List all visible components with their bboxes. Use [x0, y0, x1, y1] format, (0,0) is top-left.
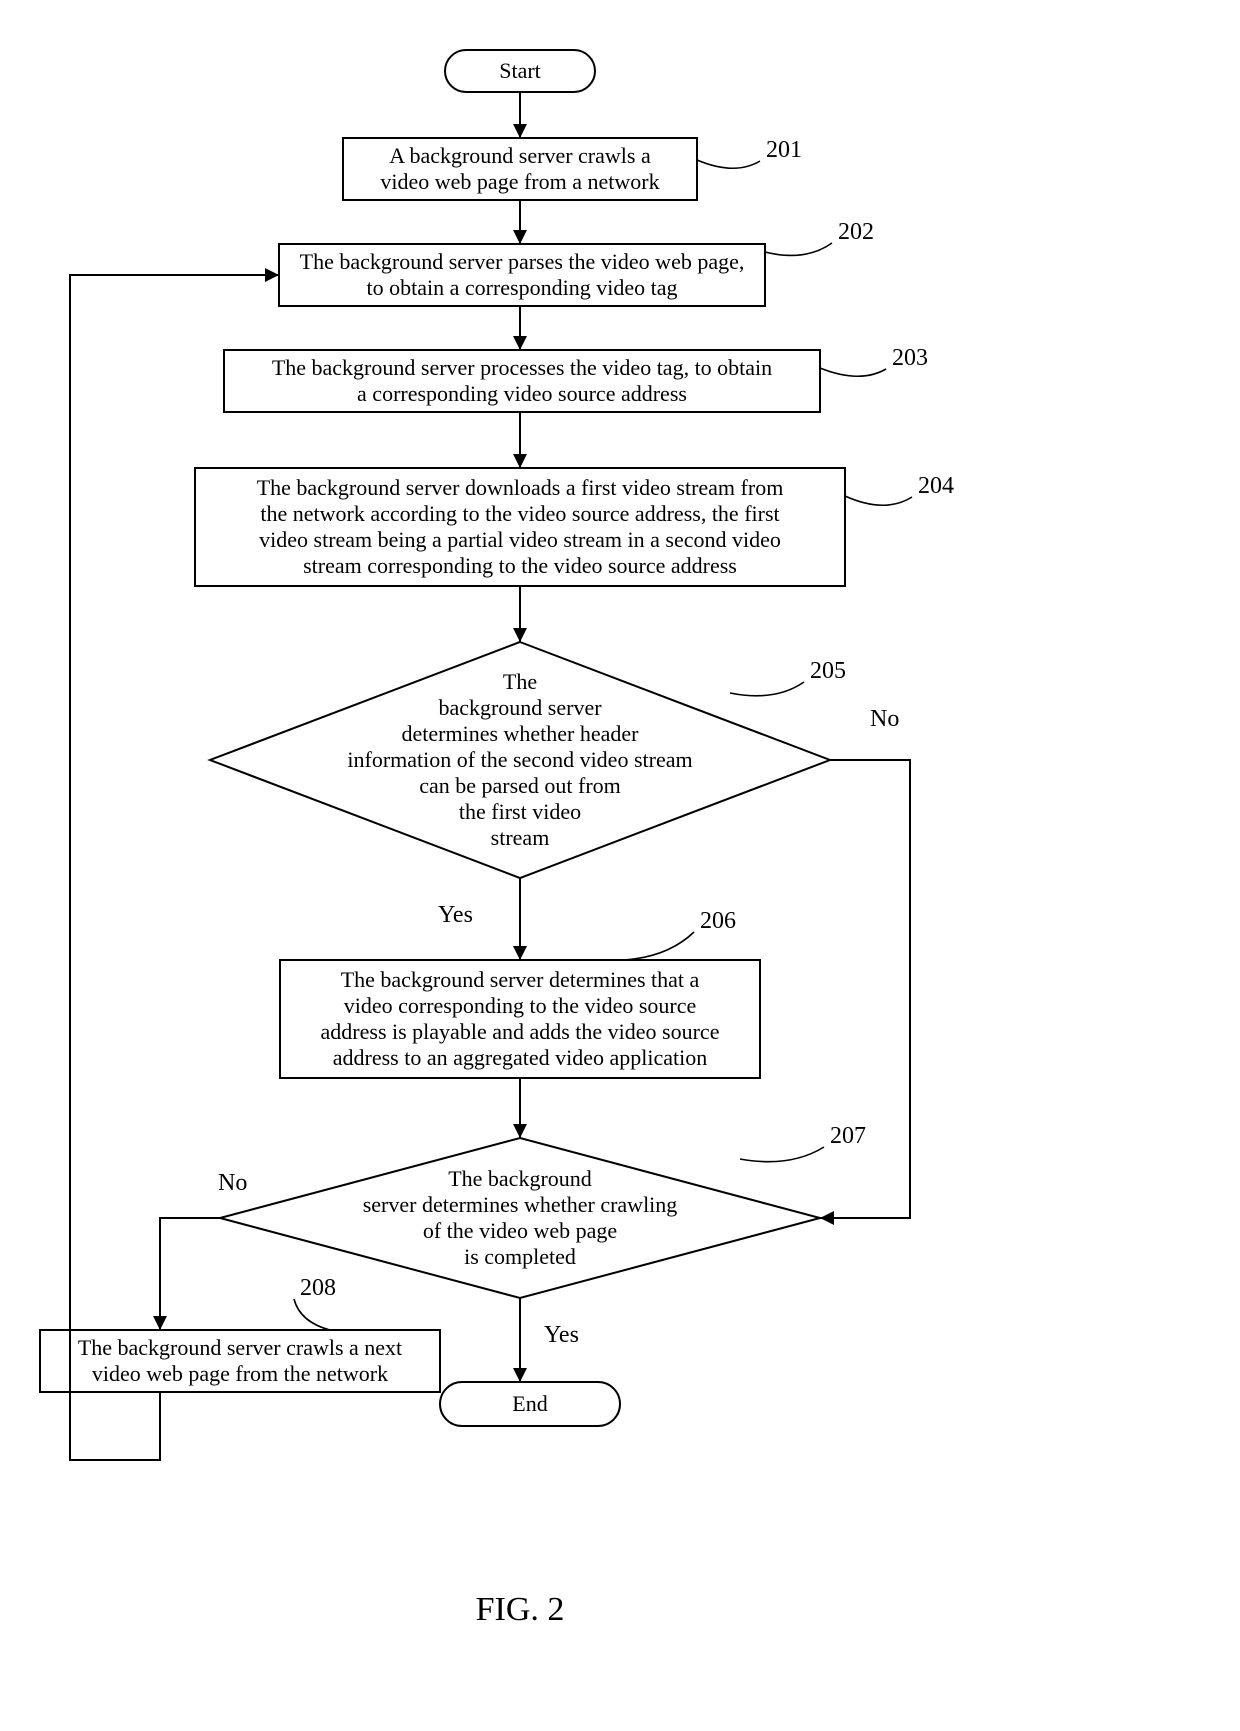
- node-text: the first video: [459, 799, 581, 824]
- edge: [160, 1218, 220, 1330]
- ref-leader: [624, 932, 694, 960]
- ref-leader: [845, 496, 912, 505]
- node-text: is completed: [464, 1244, 576, 1269]
- node-text: The background server determines that a: [341, 967, 700, 992]
- node-text: to obtain a corresponding video tag: [367, 275, 678, 300]
- ref-number: 201: [766, 137, 802, 163]
- ref-leader: [765, 243, 832, 255]
- ref-leader: [740, 1147, 824, 1162]
- node-text: video web page from the network: [92, 1361, 388, 1386]
- edge: [820, 760, 910, 1218]
- node-text: stream: [491, 825, 550, 850]
- node-text: address to an aggregated video applicati…: [333, 1045, 707, 1070]
- ref-number: 207: [830, 1123, 866, 1149]
- edge-label: Yes: [438, 902, 473, 928]
- node-text: The background server crawls a next: [78, 1335, 402, 1360]
- ref-leader: [294, 1299, 330, 1330]
- node-text: background server: [438, 695, 602, 720]
- node-text: information of the second video stream: [347, 747, 692, 772]
- ref-number: 205: [810, 658, 846, 684]
- edge-label: No: [870, 706, 899, 732]
- edge: [70, 275, 279, 1460]
- node-text: stream corresponding to the video source…: [303, 553, 737, 578]
- node-text: can be parsed out from: [419, 773, 621, 798]
- node-text: address is playable and adds the video s…: [321, 1019, 720, 1044]
- node-text: of the video web page: [423, 1218, 617, 1243]
- node-text: The background server parses the video w…: [300, 249, 745, 274]
- ref-number: 203: [892, 345, 928, 371]
- node-text: A background server crawls a: [389, 143, 651, 168]
- ref-number: 204: [918, 473, 954, 499]
- node-text: video corresponding to the video source: [344, 993, 697, 1018]
- ref-leader: [697, 160, 760, 168]
- node-text: Start: [499, 58, 541, 83]
- ref-number: 206: [700, 908, 736, 934]
- node-text: a corresponding video source address: [357, 381, 687, 406]
- node-text: determines whether header: [402, 721, 640, 746]
- node-text: server determines whether crawling: [363, 1192, 678, 1217]
- node-text: End: [512, 1391, 547, 1416]
- node-text: The background server downloads a first …: [257, 475, 784, 500]
- ref-leader: [820, 368, 886, 376]
- figure-caption: FIG. 2: [476, 1591, 565, 1628]
- node-text: the network according to the video sourc…: [260, 501, 779, 526]
- ref-number: 202: [838, 219, 874, 245]
- edge-label: No: [218, 1170, 247, 1196]
- node-text: The background: [448, 1166, 592, 1191]
- edge-label: Yes: [544, 1322, 579, 1348]
- node-text: video web page from a network: [380, 169, 659, 194]
- node-text: video stream being a partial video strea…: [259, 527, 781, 552]
- ref-number: 208: [300, 1275, 336, 1301]
- node-text: The: [503, 669, 537, 694]
- node-text: The background server processes the vide…: [272, 355, 772, 380]
- ref-leader: [730, 682, 804, 696]
